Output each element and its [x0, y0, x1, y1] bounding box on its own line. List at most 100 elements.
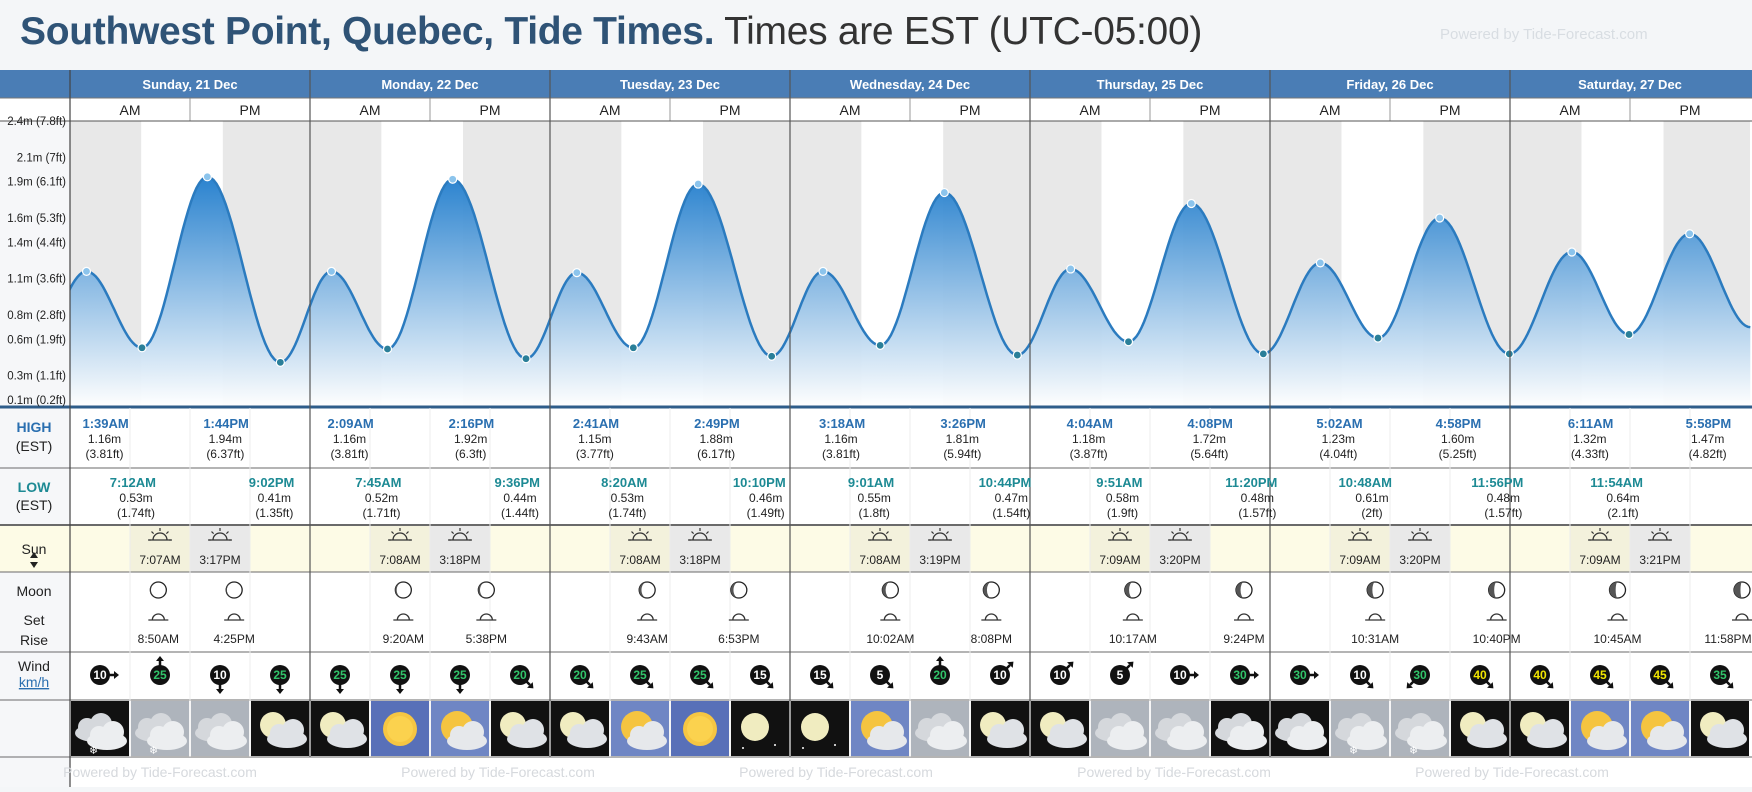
tide-height-ft: (5.94ft)	[943, 447, 981, 461]
moon-cloud-icon	[491, 701, 549, 756]
wind-indicator: 5	[1110, 661, 1134, 685]
cloud-snow-icon: ❄	[131, 701, 189, 757]
tide-height-ft: (1.74ft)	[608, 506, 646, 520]
footer-watermark: Powered by Tide-Forecast.com	[739, 764, 933, 780]
moonset-icon	[880, 613, 901, 621]
pm-label: PM	[1680, 102, 1701, 118]
moonrise-time: 6:53PM	[718, 632, 759, 646]
low-tide-point	[382, 344, 393, 354]
high-tide-point	[1435, 213, 1445, 223]
wind-indicator: 40	[1530, 665, 1554, 689]
tide-height-ft: (1.57ft)	[1484, 506, 1522, 520]
moonrise-icon	[981, 613, 1002, 621]
sunset-time: 3:21PM	[1639, 553, 1680, 567]
tide-height-ft: (3.81ft)	[85, 447, 123, 461]
low-tide-point	[275, 357, 285, 367]
sunset-icon	[1168, 528, 1192, 541]
cloudy-icon	[911, 701, 969, 756]
sunset-icon	[448, 528, 472, 541]
wind-circle	[810, 665, 830, 685]
wind-arrowhead-icon	[707, 682, 714, 689]
low-tide-point	[1504, 349, 1514, 359]
wind-indicator: 30	[1406, 665, 1430, 689]
sunset-cell	[430, 526, 490, 572]
tide-height-ft: (1.49ft)	[747, 506, 785, 520]
low-row-label: LOW	[18, 479, 51, 495]
wind-indicator: 10	[1350, 665, 1374, 689]
wind-circle	[510, 665, 530, 685]
moon-cloud-icon	[311, 701, 369, 756]
wind-arrowhead-icon	[1667, 682, 1674, 689]
high-tide-point	[81, 266, 92, 276]
tide-height-ft: (3.77ft)	[576, 447, 614, 461]
moonrise-time: 11:58PM	[1704, 632, 1751, 646]
wind-speed: 25	[633, 668, 647, 682]
tide-height-m: 0.58m	[1106, 491, 1139, 505]
moonset-time: 9:43AM	[626, 632, 667, 646]
sun-cloud-icon	[431, 701, 489, 756]
sunrise-time: 7:08AM	[619, 553, 660, 567]
moonrise-time: 8:08PM	[971, 632, 1012, 646]
tide-height-ft: (4.04ft)	[1319, 447, 1357, 461]
moonset-icon	[1607, 613, 1628, 621]
sun-cloud-icon	[1571, 701, 1629, 756]
tide-height-m: 1.23m	[1322, 432, 1355, 446]
wind-circle	[1410, 665, 1430, 685]
wind-circle	[1230, 665, 1250, 685]
wind-arrowhead-icon	[396, 689, 404, 694]
timezone-note: Times are EST (UTC-05:00)	[724, 10, 1203, 53]
tide-height-ft: (5.64ft)	[1190, 447, 1228, 461]
sunrise-cell	[130, 526, 190, 572]
low-tide-time: 10:44PM	[979, 475, 1032, 490]
moonset-time: 10:45AM	[1593, 632, 1641, 646]
sunrise-icon	[1348, 528, 1372, 541]
tide-height-ft: (4.82ft)	[1689, 447, 1727, 461]
moonrise-icon	[476, 613, 497, 621]
moon-clear-icon	[791, 701, 849, 756]
tide-height-m: 0.53m	[611, 491, 644, 505]
tide-height-m: 1.88m	[699, 432, 732, 446]
moonset-icon	[148, 613, 169, 621]
y-tick-label: 2.1m (7ft)	[17, 152, 66, 164]
moon-phase-icon	[1488, 581, 1506, 599]
high-tide-time: 5:58PM	[1686, 416, 1732, 431]
wind-circle	[450, 665, 470, 685]
y-tick-label: 0.8m (2.8ft)	[7, 310, 66, 322]
wind-circle	[870, 665, 890, 685]
wind-speed: 35	[1713, 668, 1727, 682]
tide-height-m: 1.15m	[578, 432, 611, 446]
sunrise-cell	[370, 526, 430, 572]
low-tide-time: 10:48AM	[1339, 475, 1392, 490]
pm-label: PM	[240, 102, 261, 118]
tide-height-m: 1.60m	[1441, 432, 1474, 446]
wind-indicator: 30	[1290, 665, 1319, 685]
moonset-time: 9:20AM	[383, 632, 424, 646]
tide-height-ft: (1.71ft)	[362, 506, 400, 520]
tide-height-m: 0.48m	[1241, 491, 1274, 505]
cloudy-icon	[1151, 701, 1209, 756]
footer-watermark: Powered by Tide-Forecast.com	[401, 764, 595, 780]
moonset-time: 10:02AM	[866, 632, 914, 646]
wind-speed: 25	[693, 668, 707, 682]
sunrise-cell	[1090, 526, 1150, 572]
wind-speed: 10	[1053, 668, 1067, 682]
low-tide-time: 9:01AM	[848, 475, 894, 490]
sun-row-label: Sun	[22, 541, 47, 557]
wind-speed: 25	[153, 668, 167, 682]
tide-height-ft: (5.25ft)	[1439, 447, 1477, 461]
low-tz-label: (EST)	[16, 497, 53, 513]
wind-indicator: 25	[390, 665, 410, 694]
sunrise-icon	[388, 528, 412, 541]
moon-phase-icon	[1124, 581, 1142, 599]
wind-unit-link[interactable]: km/h	[19, 674, 49, 690]
pm-label: PM	[960, 102, 981, 118]
moon-phase-icon	[1235, 581, 1253, 599]
sunset-time: 3:18PM	[679, 553, 720, 567]
moonrise-time: 10:40PM	[1473, 632, 1521, 646]
tide-height-m: 0.61m	[1355, 491, 1388, 505]
wind-indicator: 25	[270, 665, 290, 694]
sunset-cell	[1630, 526, 1690, 572]
wind-circle	[1170, 665, 1190, 685]
wind-arrowhead-icon	[1007, 661, 1014, 668]
day-label: Sunday, 21 Dec	[142, 77, 237, 92]
